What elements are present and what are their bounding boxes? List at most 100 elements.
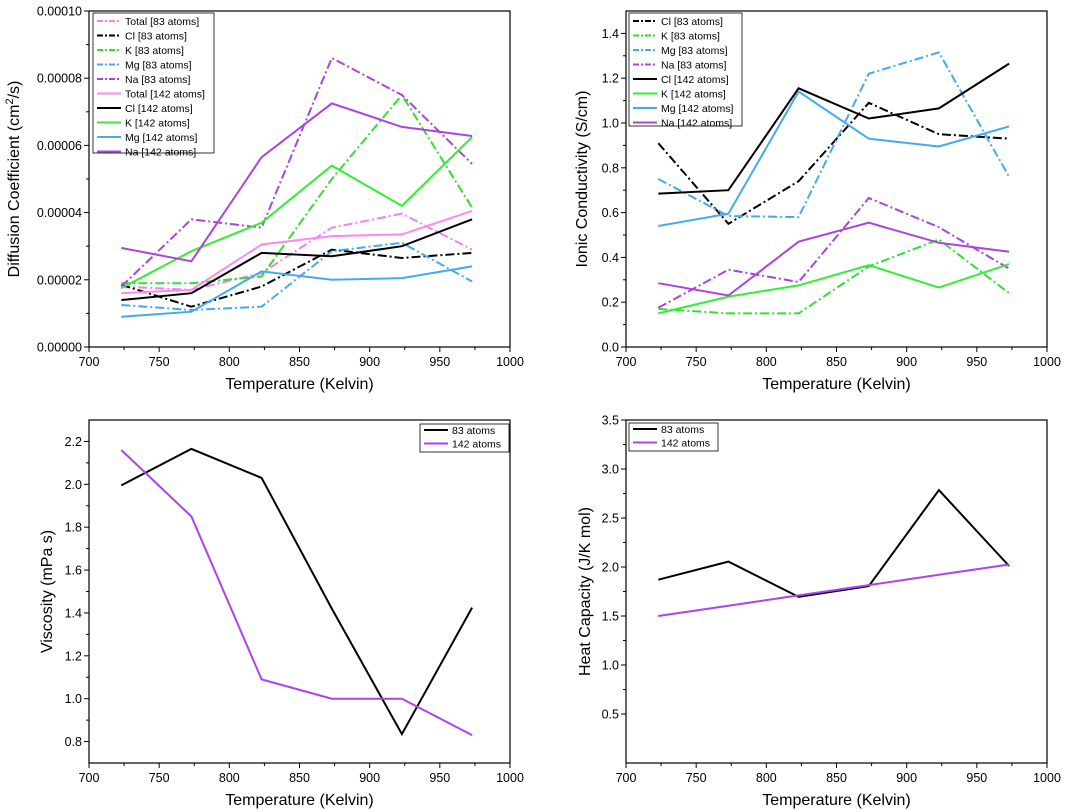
legend-label: Total [142 atoms] (125, 88, 205, 100)
x-tick-label: 700 (616, 355, 637, 369)
legend-label: K [142 atoms] (125, 117, 190, 129)
y-tick-label: 1.0 (602, 659, 619, 673)
legend: Cl [83 atoms] K [83 atoms] Mg [83 atoms] Na… (628, 12, 743, 129)
y-tick-label: 0.00002 (37, 273, 82, 287)
legend-label: Mg [83 atoms] (661, 45, 728, 57)
y-axis-label: Diffusion Coefficient (cm2/s) (4, 81, 23, 278)
legend-box (419, 423, 510, 453)
series-line-mg-83-atoms (657, 51, 1010, 219)
legend-label: Total [83 atoms] (125, 16, 199, 28)
series-line-na-83-atoms (657, 196, 1010, 309)
y-tick-label: 0.00010 (37, 5, 82, 19)
x-axis-label: Temperature (Kelvin) (225, 376, 374, 393)
series-line-83-atoms (120, 447, 473, 737)
y-tick-label: 0.6 (602, 206, 619, 220)
series-line-k-83-atoms (121, 93, 473, 285)
x-tick-label: 1000 (1033, 355, 1061, 369)
legend-label: 142 atoms (452, 438, 501, 450)
x-tick-label: 950 (429, 771, 450, 785)
x-tick-label: 950 (966, 355, 987, 369)
y-tick-label: 1.4 (65, 606, 82, 620)
legend-label: Na [83 atoms] (125, 74, 190, 86)
y-tick-label: 3.5 (602, 414, 619, 428)
legend-label: Mg [142 atoms] (125, 132, 197, 144)
y-tick-label: 1.4 (602, 27, 619, 41)
y-tick-label: 1.0 (65, 692, 82, 706)
x-tick-label: 1000 (496, 355, 524, 369)
series-line-k-83-atoms (658, 238, 1010, 315)
legend-box (628, 422, 719, 452)
y-tick-label: 1.5 (602, 610, 619, 624)
y-tick-label: 0.00008 (37, 72, 82, 86)
y-tick-label: 0.2 (602, 296, 619, 310)
series-line-83-atoms (658, 488, 1010, 598)
series-line-cl-83-atoms (657, 101, 1010, 226)
series-line-na-83-atoms (120, 56, 473, 288)
legend-label: Cl [83 atoms] (661, 16, 723, 28)
x-tick-label: 750 (686, 771, 707, 785)
y-tick-label: 1.0 (602, 117, 619, 131)
x-tick-label: 750 (149, 355, 170, 369)
legend-label: K [83 atoms] (661, 30, 720, 42)
y-tick-label: 2.0 (65, 478, 82, 492)
x-tick-label: 750 (149, 771, 170, 785)
x-tick-label: 700 (79, 771, 100, 785)
x-tick-label: 900 (896, 355, 917, 369)
y-tick-label: 2.2 (65, 435, 82, 449)
series-line-142-atoms (120, 449, 473, 736)
x-tick-label: 900 (359, 355, 380, 369)
x-tick-label: 700 (79, 355, 100, 369)
x-tick-label: 850 (826, 355, 847, 369)
legend-label: Mg [142 atoms] (661, 103, 733, 115)
y-tick-label: 1.6 (65, 564, 82, 578)
diffusion-chart: 700 750 800 850 900 950 1000 0.00000 0.00002 0.00… (4, 5, 524, 394)
legend-label: Mg [83 atoms] (125, 59, 192, 71)
x-axis-label: Temperature (Kelvin) (762, 792, 911, 809)
y-axis-label: Heat Capacity (J/K mol) (577, 507, 594, 676)
x-tick-label: 1000 (1033, 771, 1061, 785)
x-tick-label: 900 (359, 771, 380, 785)
series-line-na-142-atoms (658, 221, 1010, 297)
y-tick-label: 0.0 (602, 341, 619, 355)
series-line-cl-142-atoms (658, 62, 1010, 195)
viscosity-chart: 700 750 800 850 900 950 1000 0.8 1.0 1.2 1.4 1.6 1.8… (39, 419, 524, 809)
x-tick-label: 850 (289, 355, 310, 369)
y-tick-label: 0.00000 (37, 341, 82, 355)
legend-label: 142 atoms (661, 437, 710, 449)
y-tick-label: 0.5 (602, 708, 619, 722)
series-line-k-142-atoms (658, 263, 1010, 315)
series-line-total-83-atoms (121, 212, 473, 291)
legend-label: Cl [142 atoms] (125, 103, 193, 115)
y-tick-label: 2.5 (602, 512, 619, 526)
x-tick-label: 800 (756, 771, 777, 785)
x-tick-label: 850 (826, 771, 847, 785)
legend: Total [83 atoms] Cl [83 atoms] K [83 atoms… (92, 12, 215, 158)
y-tick-label: 2.0 (602, 561, 619, 575)
series-line-cl-83-atoms (121, 248, 473, 308)
heat-chart: 700 750 800 850 900 950 1000 0.5 1.0 1.5 2.0 2.5 3.0… (577, 414, 1061, 810)
x-tick-label: 950 (966, 771, 987, 785)
series-line-cl-142-atoms (121, 218, 473, 301)
x-tick-label: 800 (219, 771, 240, 785)
legend-label: Cl [142 atoms] (661, 74, 729, 86)
ionic-chart: 700 750 800 850 900 950 1000 0.0 0.2 0.4 0.6 0.8 1.0… (574, 10, 1061, 393)
y-tick-label: 1.8 (65, 521, 82, 535)
x-axis-label: Temperature (Kelvin) (225, 792, 374, 809)
x-tick-label: 850 (289, 771, 310, 785)
legend-label: Na [142 atoms] (661, 117, 732, 129)
series-line-142-atoms (658, 563, 1010, 617)
x-tick-label: 700 (616, 771, 637, 785)
series-line-k-142-atoms (120, 136, 473, 290)
plot-frame (88, 419, 511, 764)
y-tick-label: 0.4 (602, 251, 619, 265)
y-axis-label: Ionic Conductivity (S/cm) (574, 91, 591, 268)
legend-label: K [142 atoms] (661, 88, 726, 100)
x-tick-label: 950 (429, 355, 450, 369)
legend-label: K [83 atoms] (125, 45, 184, 57)
y-tick-label: 0.00006 (37, 139, 82, 153)
x-axis-label: Temperature (Kelvin) (762, 376, 911, 393)
y-tick-label: 3.0 (602, 463, 619, 477)
